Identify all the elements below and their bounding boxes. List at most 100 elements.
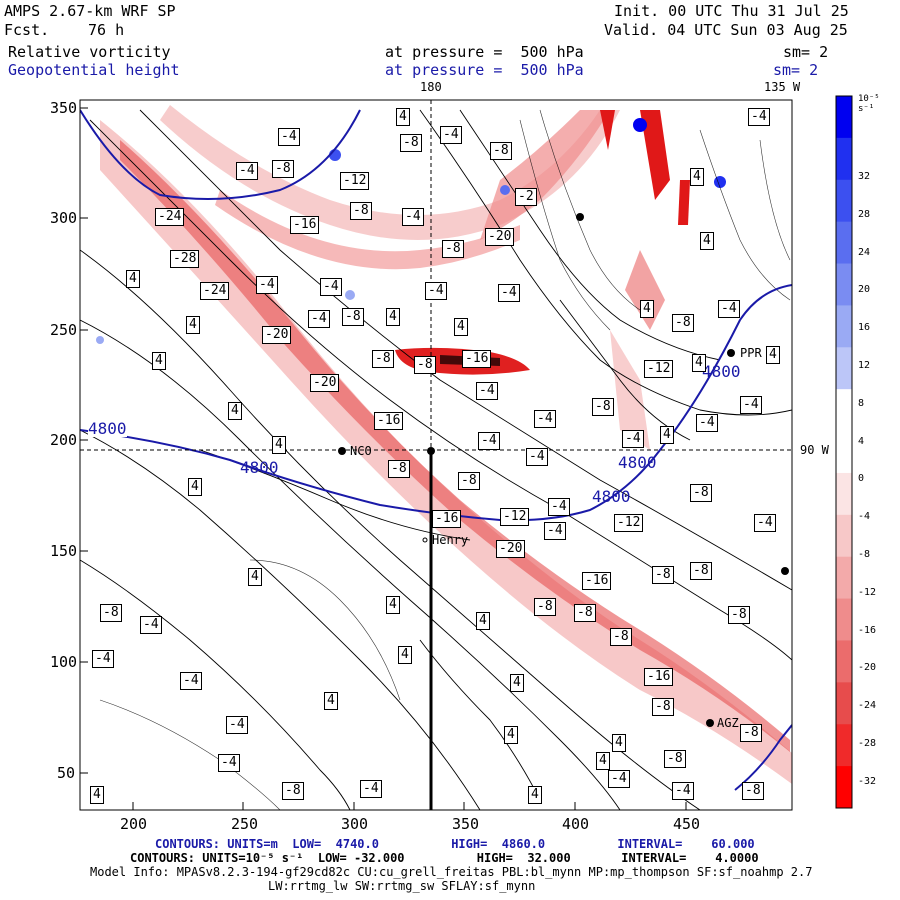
- vorticity-contour-label: 4: [476, 612, 490, 630]
- vorticity-contour-label: 4: [700, 232, 714, 250]
- station-ppr-label: PPR: [740, 346, 762, 360]
- height-label-1: 4800: [88, 419, 127, 438]
- x-tick-200: 200: [120, 815, 148, 833]
- vorticity-contour-label: -8: [372, 350, 394, 368]
- vorticity-contour-label: -16: [582, 572, 612, 590]
- vorticity-contour-label: -20: [496, 540, 526, 558]
- vorticity-contour-label: -8: [490, 142, 512, 160]
- lon-135w-label: 135 W: [764, 80, 801, 94]
- vorticity-contour-label: -4: [696, 414, 718, 432]
- vorticity-contour-label: -20: [485, 228, 515, 246]
- vorticity-contour-label: -24: [200, 282, 230, 300]
- vorticity-contour-label: -8: [740, 724, 762, 742]
- colorbar-tick-label: -16: [858, 624, 877, 636]
- vorticity-contour-label: 4: [324, 692, 338, 710]
- vorticity-contour-label: -16: [374, 412, 404, 430]
- vorticity-contour-label: 4: [228, 402, 242, 420]
- colorbar-swatch: [836, 137, 852, 181]
- vorticity-contour-label: 4: [126, 270, 140, 288]
- vorticity-contour-label: 4: [690, 168, 704, 186]
- colorbar-tick-label: 16: [858, 322, 871, 334]
- colorbar-tick-label: -20: [858, 662, 877, 674]
- vorticity-contour-label: -8: [728, 606, 750, 624]
- vorticity-contour-label: 4: [692, 354, 706, 372]
- colorbar: [836, 96, 852, 809]
- vorticity-contour-label: -8: [574, 604, 596, 622]
- vorticity-contour-label: 4: [248, 568, 262, 586]
- colorbar-swatch: [836, 221, 852, 265]
- colorbar-unit: 10⁻⁵ s⁻¹: [858, 94, 880, 114]
- vorticity-contour-label: -16: [644, 668, 674, 686]
- vorticity-contour-label: -4: [672, 782, 694, 800]
- colorbar-swatch: [836, 389, 852, 432]
- vorticity-contour-label: 4: [504, 726, 518, 744]
- height-label-2: 4800: [240, 458, 279, 477]
- y-tick-200: 200: [50, 431, 78, 449]
- vorticity-contour-label: -8: [388, 460, 410, 478]
- vorticity-contour-label: 4: [90, 786, 104, 804]
- vorticity-contour-label: -12: [500, 508, 530, 526]
- model-title: AMPS 2.67-km WRF SP: [4, 2, 176, 20]
- colorbar-swatch: [836, 556, 852, 600]
- colorbar-swatch: [836, 640, 852, 683]
- vorticity-contour-label: -8: [672, 314, 694, 332]
- vorticity-contour-label: -20: [262, 326, 292, 344]
- footer-model-info: Model Info: MPASv8.2.3-194-gf29cd82c CU:…: [90, 865, 813, 879]
- vorticity-contour-label: 4: [612, 734, 626, 752]
- vorticity-contour-label: 4: [528, 786, 542, 804]
- vorticity-contour-label: -16: [290, 216, 320, 234]
- height-label-3: 4800: [618, 453, 657, 472]
- vorticity-contour-label: 4: [386, 308, 400, 326]
- vorticity-contour-label: -8: [652, 566, 674, 584]
- station-agz-dot: [706, 719, 714, 727]
- vorticity-contour-label: 4: [188, 478, 202, 496]
- vorticity-contour-label: -4: [440, 126, 462, 144]
- vorticity-contour-label: -12: [644, 360, 674, 378]
- colorbar-tick-label: -24: [858, 700, 877, 712]
- pressure2: at pressure = 500 hPa: [385, 61, 584, 79]
- vorticity-contour-label: -4: [608, 770, 630, 788]
- field1-name: Relative vorticity: [8, 43, 171, 61]
- lon-90w-label: 90 W: [800, 443, 829, 457]
- vorticity-contour-label: -4: [718, 300, 740, 318]
- vorticity-contour-label: -4: [92, 650, 114, 668]
- colorbar-tick-label: -8: [858, 549, 871, 560]
- vorticity-contour-label: -4: [320, 278, 342, 296]
- vorticity-contour-label: -4: [425, 282, 447, 300]
- vorticity-contour-label: 4: [640, 300, 654, 318]
- vorticity-contour-label: -4: [740, 396, 762, 414]
- vorticity-contour-label: -8: [592, 398, 614, 416]
- colorbar-tick-label: 8: [858, 397, 865, 409]
- vorticity-contour-label: -8: [458, 472, 480, 490]
- vorticity-contour-label: -4: [754, 514, 776, 532]
- smooth1: sm= 2: [783, 43, 829, 61]
- vorticity-contour-label: -12: [614, 514, 644, 532]
- vorticity-contour-label: 4: [454, 318, 468, 336]
- colorbar-swatch: [836, 766, 852, 809]
- vorticity-contour-label: -8: [690, 562, 712, 580]
- colorbar-tick-label: -12: [858, 586, 877, 598]
- footer-height-contours: CONTOURS: UNITS=m LOW= 4740.0 HIGH= 4860…: [155, 837, 755, 851]
- vorticity-contour-label: -4: [478, 432, 500, 450]
- vorticity-contour-label: -8: [272, 160, 294, 178]
- vorticity-contour-label: -8: [652, 698, 674, 716]
- vorticity-contour-label: -4: [526, 448, 548, 466]
- vorticity-contour-label: -4: [256, 276, 278, 294]
- y-tick-50: 50: [57, 764, 76, 782]
- colorbar-swatch: [836, 514, 852, 558]
- vorticity-contour-label: -8: [100, 604, 122, 622]
- height-label-4: 4800: [592, 487, 631, 506]
- vorticity-contour-label: -4: [402, 208, 424, 226]
- colorbar-swatch: [836, 431, 852, 474]
- vorticity-contour-label: 4: [386, 596, 400, 614]
- vorticity-contour-label: 4: [396, 108, 410, 126]
- vorticity-contour-label: -8: [742, 782, 764, 800]
- vorticity-contour-label: 4: [152, 352, 166, 370]
- colorbar-swatch: [836, 724, 852, 767]
- colorbar-swatch: [836, 598, 852, 641]
- vorticity-contour-label: 4: [398, 646, 412, 664]
- init-time: Init. 00 UTC Thu 31 Jul 25: [614, 2, 849, 20]
- colorbar-swatch: [836, 682, 852, 725]
- colorbar-tick-label: 28: [858, 208, 871, 220]
- vorticity-contour-label: -8: [282, 782, 304, 800]
